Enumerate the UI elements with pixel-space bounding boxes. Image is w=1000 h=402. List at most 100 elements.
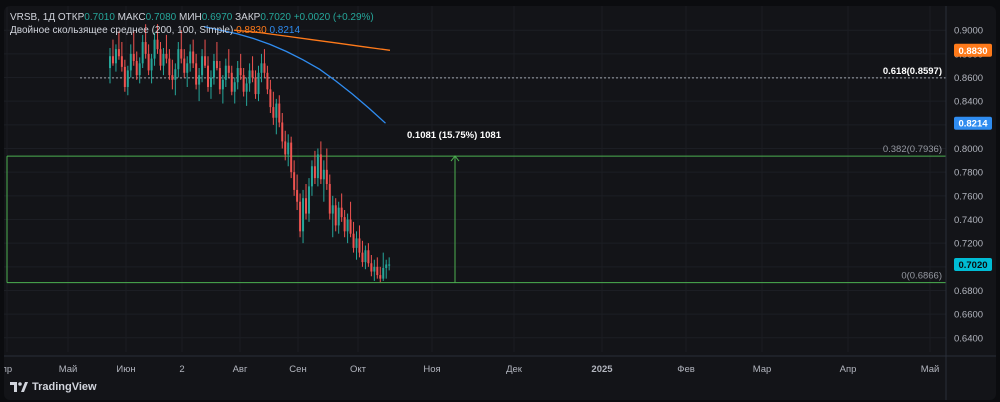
- price-label-box: [954, 43, 992, 57]
- tradingview-logo-icon: [10, 382, 28, 392]
- candle-body: [343, 217, 346, 232]
- grid: [4, 6, 946, 352]
- candle-body: [212, 60, 215, 78]
- candle-body: [275, 103, 278, 118]
- candle-body: [132, 53, 135, 61]
- candle-body: [129, 53, 132, 71]
- candle-body: [135, 60, 138, 76]
- price-label-box: [954, 257, 992, 271]
- price-chart[interactable]: 0.618(0.8597) 0.382(0.7936) 0(0.6866) 0.10…: [4, 6, 996, 400]
- price-label-text: 0.8214: [958, 119, 988, 130]
- candle-body: [239, 68, 242, 76]
- candlestick-series: [109, 24, 391, 283]
- candle-body: [195, 63, 198, 85]
- time-tick-label: Мар: [753, 364, 772, 375]
- candle-body: [168, 58, 171, 76]
- price-tick-label: 0.7200: [954, 239, 983, 250]
- fib-level-label: 0.618(0.8597): [883, 66, 942, 77]
- price-tick-label: 0.8600: [954, 73, 983, 84]
- candle-body: [242, 75, 245, 92]
- candle-body: [299, 201, 302, 232]
- candle-body: [251, 70, 254, 78]
- price-tick-label: 0.7800: [954, 168, 983, 179]
- candle-body: [141, 42, 144, 64]
- candle-body: [382, 268, 385, 279]
- candle-body: [233, 82, 236, 92]
- ma100-line: [203, 25, 386, 124]
- price-tick-label: 0.7400: [954, 215, 983, 226]
- candle-body: [325, 169, 328, 184]
- candle-body: [355, 238, 358, 248]
- candle-body: [186, 63, 189, 73]
- tradingview-logo[interactable]: TradingView: [10, 381, 97, 393]
- legend-change: +0.0020 (+0.29%): [293, 12, 374, 23]
- candle-body: [248, 70, 251, 84]
- legend-low-label: МИН: [178, 12, 202, 23]
- candle-body: [319, 154, 322, 180]
- candle-body: [385, 264, 388, 268]
- candle-body: [156, 39, 159, 50]
- time-axis[interactable]: пр Май Июн 2 Авг Сен Окт Ноя Дек 2025 Фев Мар Апр Май: [4, 355, 996, 375]
- candle-body: [302, 198, 305, 232]
- candle-body: [224, 65, 227, 80]
- candle-body: [290, 142, 293, 173]
- price-tick-label: 0.8000: [954, 144, 983, 155]
- legend-high-label: МАКС: [117, 12, 146, 23]
- time-tick-label: 2: [179, 364, 184, 375]
- fibonacci-levels: 0.618(0.8597) 0.382(0.7936) 0(0.6866): [6, 66, 946, 284]
- legend-close-label: ЗАКР: [235, 12, 261, 23]
- candle-body: [123, 66, 126, 87]
- candle-body: [207, 65, 210, 87]
- candle-body: [346, 219, 349, 232]
- time-tick-label: пр: [4, 364, 12, 375]
- legend-indicator[interactable]: Двойное скользящее среднее (200, 100, Si…: [10, 25, 300, 36]
- candle-body: [266, 72, 269, 90]
- candle-body: [358, 238, 361, 253]
- chart-panel[interactable]: 0.618(0.8597) 0.382(0.7936) 0(0.6866) 0.10…: [4, 6, 996, 400]
- candle-body: [269, 89, 272, 108]
- time-tick-label: Апр: [840, 364, 857, 375]
- measure-tool[interactable]: 0.1081 (15.75%) 1081: [407, 130, 502, 283]
- time-tick-label: Май: [921, 364, 940, 375]
- time-tick-label: Сен: [289, 364, 306, 375]
- candle-body: [293, 172, 296, 190]
- candle-body: [352, 233, 355, 248]
- price-label-box: [954, 116, 992, 130]
- legend-symbol[interactable]: VRSB, 1Д: [10, 12, 56, 23]
- time-tick-label: Фев: [677, 364, 695, 375]
- candle-body: [334, 205, 337, 226]
- candle-body: [245, 83, 248, 92]
- candle-body: [120, 56, 123, 67]
- candle-body: [388, 264, 391, 266]
- candle-body: [373, 266, 376, 272]
- candle-body: [150, 58, 153, 71]
- candle-body: [376, 266, 379, 276]
- measure-label: 0.1081 (15.75%) 1081: [407, 130, 502, 141]
- indicator-name[interactable]: Двойное скользящее среднее (200, 100, Si…: [10, 25, 234, 36]
- price-axis[interactable]: 0.90000.88000.86000.84000.82000.80000.78…: [945, 6, 992, 400]
- legend-high-value: 0.7080: [145, 12, 177, 23]
- candle-body: [114, 49, 117, 64]
- ma200-value: 0.8830: [236, 25, 267, 36]
- candle-body: [180, 49, 183, 59]
- candle-body: [307, 186, 310, 214]
- candle-body: [162, 53, 165, 66]
- candle-body: [144, 42, 147, 54]
- candle-body: [147, 53, 150, 71]
- candle-body: [322, 169, 325, 180]
- candle-body: [313, 166, 316, 179]
- candle-body: [227, 65, 230, 73]
- moving-averages: [203, 25, 391, 124]
- candle-body: [198, 75, 201, 85]
- candle-body: [159, 49, 162, 66]
- candle-body: [337, 207, 340, 226]
- price-tick-label: 0.9000: [954, 26, 983, 37]
- legend-low-value: 0.6970: [201, 12, 233, 23]
- candle-body: [165, 53, 168, 59]
- candle-body: [278, 103, 281, 123]
- candle-body: [379, 275, 382, 279]
- candle-body: [189, 51, 192, 64]
- candle-body: [218, 68, 221, 90]
- candle-body: [126, 70, 129, 87]
- time-tick-label: Окт: [350, 364, 367, 375]
